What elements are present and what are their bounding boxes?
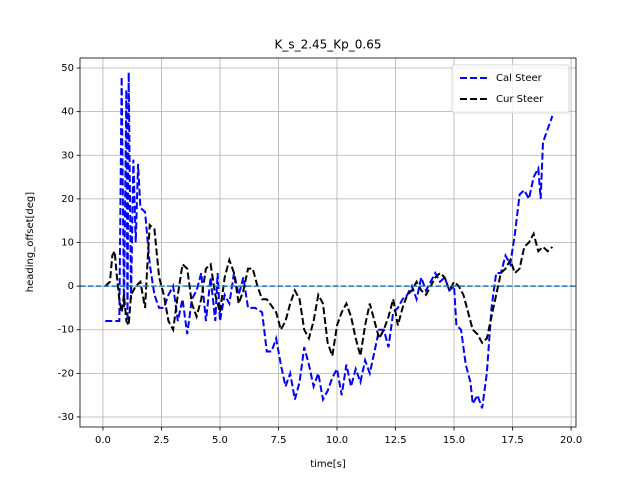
legend-label: Cal Steer — [496, 73, 543, 84]
y-tick-label: -10 — [58, 325, 74, 336]
x-tick-label: 12.5 — [384, 435, 406, 446]
y-tick-label: 0 — [68, 281, 74, 292]
y-tick-label: 50 — [61, 63, 74, 74]
x-tick-label: 7.5 — [271, 435, 287, 446]
y-tick-label: -20 — [58, 368, 74, 379]
y-tick-label: 10 — [61, 238, 74, 249]
y-tick-label: 30 — [61, 150, 74, 161]
y-axis-label: heading_offset[deg] — [25, 192, 36, 292]
legend-label: Cur Steer — [496, 94, 544, 105]
y-tick-label: -30 — [58, 412, 74, 423]
x-tick-label: 15.0 — [443, 435, 465, 446]
x-axis-label: time[s] — [310, 459, 346, 470]
chart-title: K_s_2.45_Kp_0.65 — [274, 38, 381, 52]
data-line — [105, 72, 554, 409]
axes-frame — [79, 57, 577, 428]
data-line — [104, 222, 554, 357]
x-tick-label: 5.0 — [212, 435, 228, 446]
x-tick-label: 20.0 — [560, 435, 582, 446]
x-tick-label: 17.5 — [501, 435, 523, 446]
x-tick-label: 2.5 — [154, 435, 170, 446]
y-tick-label: 20 — [61, 194, 74, 205]
y-tick-label: 40 — [61, 107, 74, 118]
x-tick-label: 10.0 — [326, 435, 348, 446]
x-tick-label: 0.0 — [95, 435, 111, 446]
